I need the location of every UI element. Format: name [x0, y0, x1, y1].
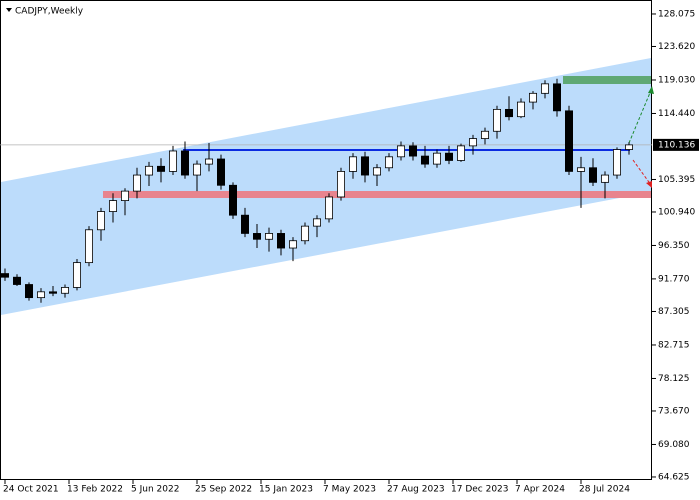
candles	[0, 78, 634, 303]
candle-body	[492, 108, 501, 132]
candle-body	[577, 167, 586, 172]
candle-body	[180, 150, 189, 176]
candle-body	[553, 83, 562, 112]
y-tick-label: 123.620	[658, 42, 695, 52]
candle-body	[541, 83, 550, 94]
candle-body	[264, 233, 273, 240]
candle-body	[360, 156, 369, 176]
down-arrow-head	[646, 181, 652, 188]
candle-body	[529, 92, 538, 103]
x-tick-label: 15 Jan 2023	[259, 485, 313, 495]
target-zone	[563, 76, 651, 84]
y-tick-label: 82.715	[658, 340, 690, 350]
x-tick-label: 28 Jul 2024	[579, 485, 630, 495]
candle-body	[384, 156, 393, 169]
candle-body	[468, 138, 477, 147]
candle-body	[252, 233, 261, 240]
candle-body	[601, 174, 610, 183]
x-tick-label: 24 Oct 2021	[3, 485, 59, 495]
candle-body	[517, 101, 526, 118]
y-tick-label: 73.670	[658, 406, 690, 416]
y-tick-label: 91.770	[658, 274, 690, 284]
chart-title: CADJPY,Weekly	[15, 7, 84, 17]
candle-body	[73, 262, 82, 288]
candle-body	[276, 233, 285, 249]
candle-body	[396, 145, 405, 158]
candle-body	[37, 291, 46, 299]
candle-body	[61, 287, 70, 294]
down-arrow	[632, 159, 652, 186]
candle-body	[565, 110, 574, 172]
candle-body	[144, 165, 153, 176]
up-arrow-head	[648, 86, 654, 94]
x-tick-label: 7 May 2023	[323, 485, 376, 495]
candle-body	[168, 150, 177, 172]
current-price-label: 110.136	[658, 140, 695, 150]
y-tick-label: 64.625	[658, 472, 690, 482]
candle-body	[613, 149, 622, 176]
candle-body	[0, 273, 9, 278]
candle-body	[432, 152, 441, 165]
candle-body	[85, 229, 94, 264]
candle-body	[192, 163, 201, 176]
candle-body	[109, 200, 118, 212]
candle-body	[480, 130, 489, 139]
candle-body	[156, 165, 165, 172]
candle-body	[97, 211, 106, 231]
y-tick-label: 105.395	[658, 175, 695, 185]
candle-body	[336, 171, 345, 198]
candle-body	[625, 144, 634, 150]
candle-body	[132, 174, 141, 192]
y-tick-label: 78.125	[658, 374, 690, 384]
candle-body	[324, 196, 333, 220]
candle-body	[372, 167, 381, 176]
candle-body	[216, 158, 225, 186]
candle-body	[348, 156, 357, 172]
x-tick-label: 25 Sep 2022	[195, 485, 252, 495]
candle-body	[49, 291, 58, 294]
candle-body	[456, 145, 465, 161]
drawings	[1, 58, 654, 315]
candle-body	[121, 190, 130, 201]
y-tick-label: 119.030	[658, 75, 695, 85]
axis-layer: 128.075 123.620 119.030 114.440 105.395 100.9…	[0, 9, 695, 495]
y-tick-label: 96.350	[658, 241, 690, 251]
y-tick-label: 69.080	[658, 440, 690, 450]
candle-body	[204, 158, 213, 165]
candle-body	[420, 155, 429, 165]
candle-body	[288, 240, 297, 249]
current-price-box	[653, 138, 699, 151]
support-zone	[103, 191, 651, 198]
y-tick-label: 114.440	[658, 109, 695, 119]
x-tick-label: 13 Feb 2022	[67, 485, 123, 495]
candle-body	[589, 167, 598, 183]
channel	[1, 58, 651, 315]
candle-body	[312, 218, 321, 227]
x-tick-label: 7 Apr 2024	[515, 485, 565, 495]
candle-body	[408, 145, 417, 157]
x-tick-label: 27 Aug 2023	[387, 485, 445, 495]
candle-body	[504, 108, 513, 118]
candle-body	[228, 184, 237, 216]
candle-body	[12, 276, 21, 285]
x-tick-label: 17 Dec 2023	[451, 485, 509, 495]
candle-body	[444, 152, 453, 161]
candle-body	[240, 214, 249, 234]
candle-body	[24, 284, 33, 299]
candle-body	[300, 225, 309, 242]
y-tick-label: 87.305	[658, 307, 690, 317]
x-tick-label: 5 Jun 2022	[131, 485, 179, 495]
y-tick-label: 128.075	[658, 9, 695, 19]
menu-triangle[interactable]	[6, 8, 12, 12]
y-tick-label: 100.940	[658, 207, 695, 217]
